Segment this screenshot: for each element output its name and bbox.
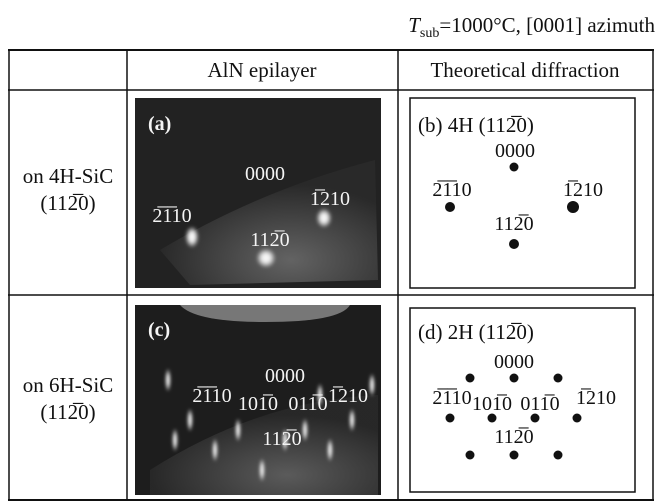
dot xyxy=(531,414,540,423)
streak xyxy=(187,408,193,432)
spot-label: 2̅1̅10 xyxy=(152,205,191,227)
dot xyxy=(510,451,519,460)
title-text: =1000°C, [0001] azimuth xyxy=(439,13,655,37)
column-header: AlN epilayer xyxy=(207,58,316,82)
dot xyxy=(567,201,579,213)
spot-label: 0000 xyxy=(265,365,305,387)
dot xyxy=(510,374,519,383)
dot xyxy=(466,374,475,383)
figure-title: Tsub=1000°C, [0001] azimuth xyxy=(408,13,655,41)
figure: Tsub=1000°C, [0001] azimuth AlN epilayer… xyxy=(0,0,661,502)
spot xyxy=(256,248,276,268)
streak xyxy=(165,368,171,392)
spot-label: 0000 xyxy=(245,163,285,185)
spot-label: 011̅0 xyxy=(288,393,327,415)
spot-label: 2̅1̅10 xyxy=(192,385,231,407)
row-label: on 6H-SiC xyxy=(23,373,113,397)
streak xyxy=(349,408,355,432)
dot xyxy=(573,414,582,423)
dot xyxy=(554,374,563,383)
dot xyxy=(466,451,475,460)
dot xyxy=(510,163,519,172)
dot xyxy=(446,414,455,423)
spot-label: 112̅0 xyxy=(494,213,533,235)
spot xyxy=(316,208,332,228)
panel-label: (c) xyxy=(148,319,170,341)
spot-label: 1̅210 xyxy=(576,387,616,409)
streak xyxy=(369,373,375,397)
dot xyxy=(554,451,563,460)
column-header: Theoretical diffraction xyxy=(430,58,620,82)
dot xyxy=(488,414,497,423)
spot-label: 2̅1̅10 xyxy=(432,387,471,409)
streak xyxy=(302,418,308,442)
row-label: (112̅0) xyxy=(40,400,95,424)
spot-label: 101̅0 xyxy=(238,393,278,415)
spot-label: 011̅0 xyxy=(520,393,559,415)
dot xyxy=(509,239,519,249)
panel-label: (b) 4H (112̅0) xyxy=(418,113,534,137)
row-label: (112̅0) xyxy=(40,191,95,215)
row-label: on 4H-SiC xyxy=(23,164,113,188)
dot xyxy=(445,202,455,212)
streak xyxy=(259,458,265,482)
spot-label: 112̅0 xyxy=(250,229,289,251)
spot-label: 101̅0 xyxy=(472,393,512,415)
spot-label: 112̅0 xyxy=(262,428,301,450)
spot-label: 1̅210 xyxy=(563,179,603,201)
streak xyxy=(235,418,241,442)
panel-label: (a) xyxy=(148,113,171,135)
spot xyxy=(185,226,199,248)
streak xyxy=(212,438,218,462)
spot-label: 112̅0 xyxy=(494,426,533,448)
streak xyxy=(172,428,178,452)
streak xyxy=(327,438,333,462)
spot-label: 0000 xyxy=(495,140,535,162)
title-subscript: sub xyxy=(420,26,439,41)
spot-label: 1̅210 xyxy=(328,385,368,407)
spot-label: 2̅1̅10 xyxy=(432,179,471,201)
spot-label: 1̅210 xyxy=(310,188,350,210)
panel-label: (d) 2H (112̅0) xyxy=(418,320,534,344)
spot-label: 0000 xyxy=(494,351,534,373)
dot-group xyxy=(445,163,579,250)
